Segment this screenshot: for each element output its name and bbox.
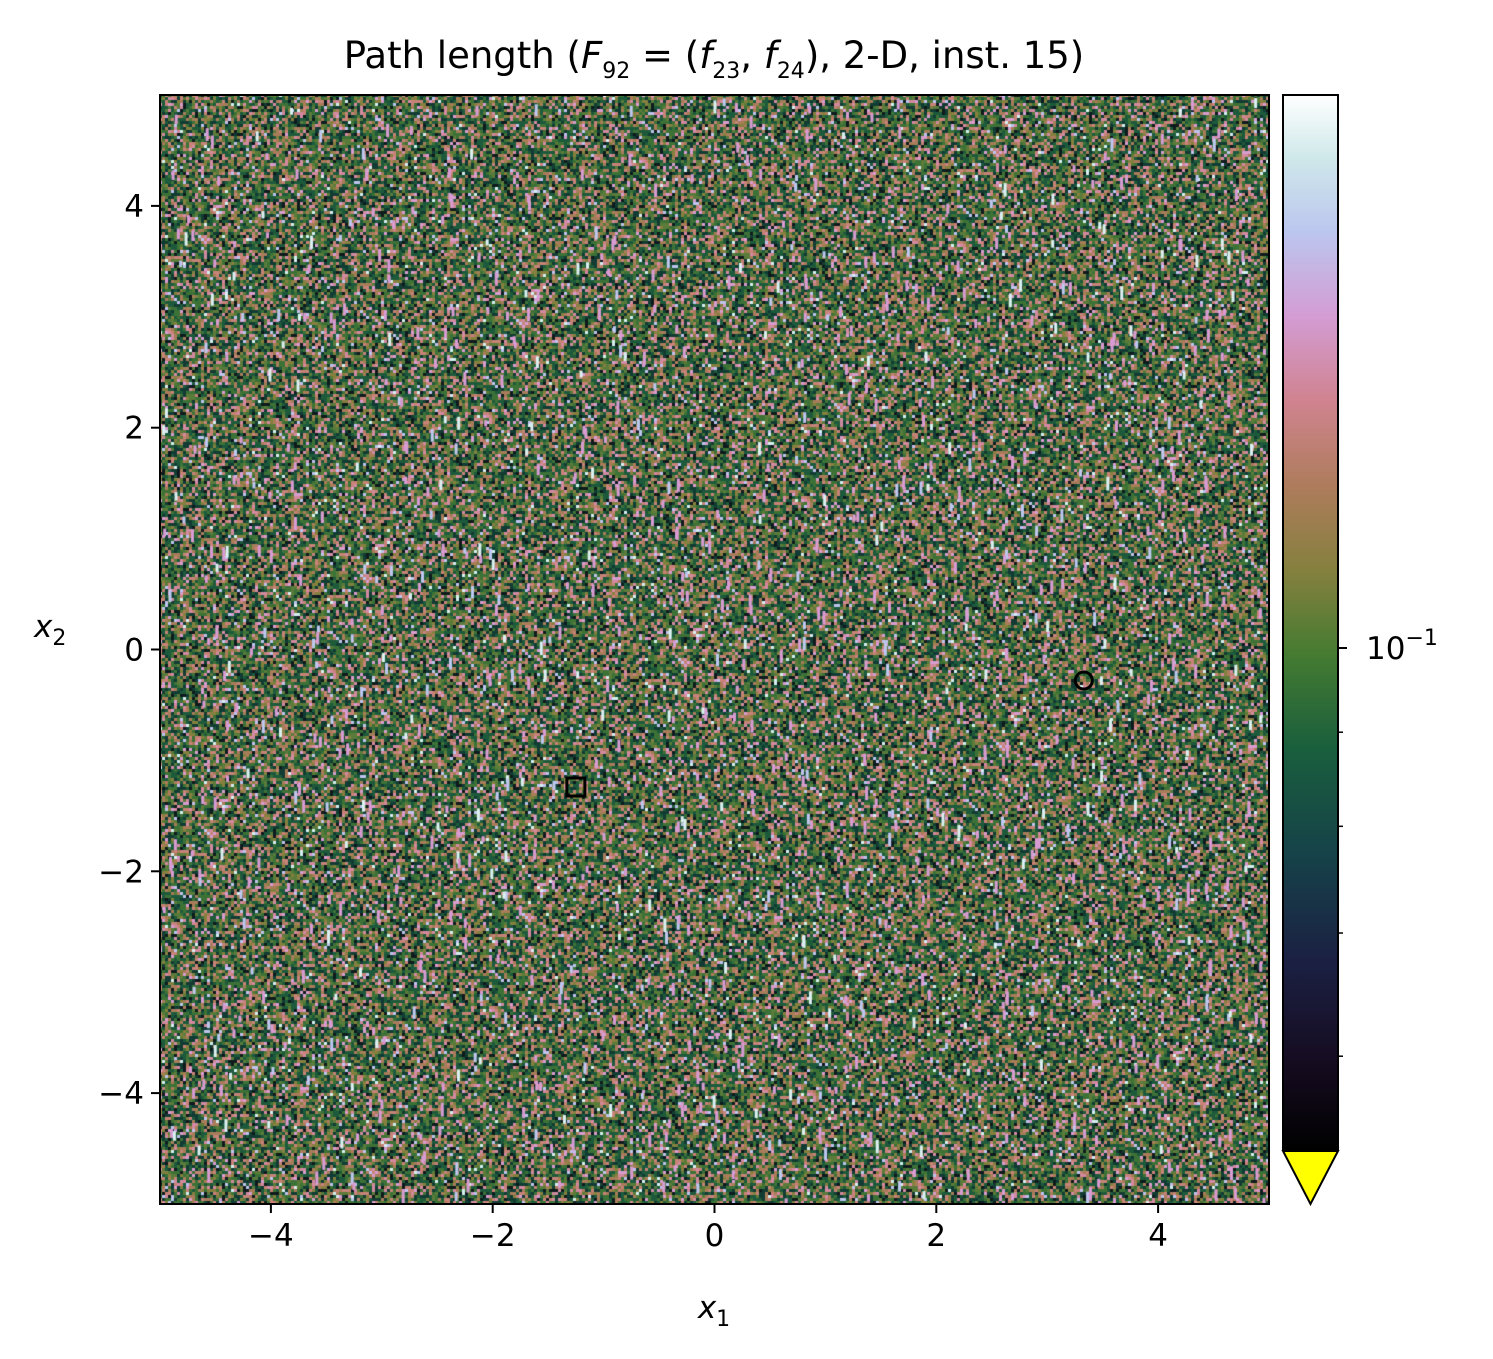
y-tick-label: 2	[124, 411, 144, 447]
plot-area	[159, 94, 1270, 1205]
y-axis: −4 −2 0 2 4	[98, 189, 160, 1112]
markers-layer	[565, 670, 1094, 798]
colorbar-ticks	[1338, 647, 1347, 1057]
colorbar-extend-min	[1281, 1150, 1340, 1207]
x-tick-label: 2	[926, 1218, 946, 1254]
colorbar-tick-label: 10−1	[1366, 626, 1438, 667]
x-axis-label: x1	[697, 1290, 730, 1332]
x-axis: −4 −2 0 2 4	[248, 1204, 1168, 1254]
colorbar-gradient	[1283, 95, 1338, 1151]
heatmap-image	[160, 95, 1269, 1204]
colorbar-frame	[1282, 94, 1339, 1151]
x-tick-label: 0	[705, 1218, 725, 1254]
chart-title: Path length (F92 = (f23, f24), 2-D, inst…	[344, 34, 1084, 84]
marker-square	[565, 776, 587, 798]
marker-circle	[1073, 670, 1094, 691]
x-tick-label: −2	[470, 1218, 516, 1254]
y-tick-label: 0	[124, 633, 144, 669]
y-axis-label: x2	[33, 609, 66, 651]
x-tick-label: −4	[248, 1218, 294, 1254]
x-tick-label: 4	[1148, 1218, 1168, 1254]
y-tick-label: −2	[98, 854, 144, 890]
colorbar: 10−1	[1281, 94, 1438, 1207]
y-tick-label: 4	[124, 189, 144, 225]
y-tick-label: −4	[98, 1076, 144, 1112]
